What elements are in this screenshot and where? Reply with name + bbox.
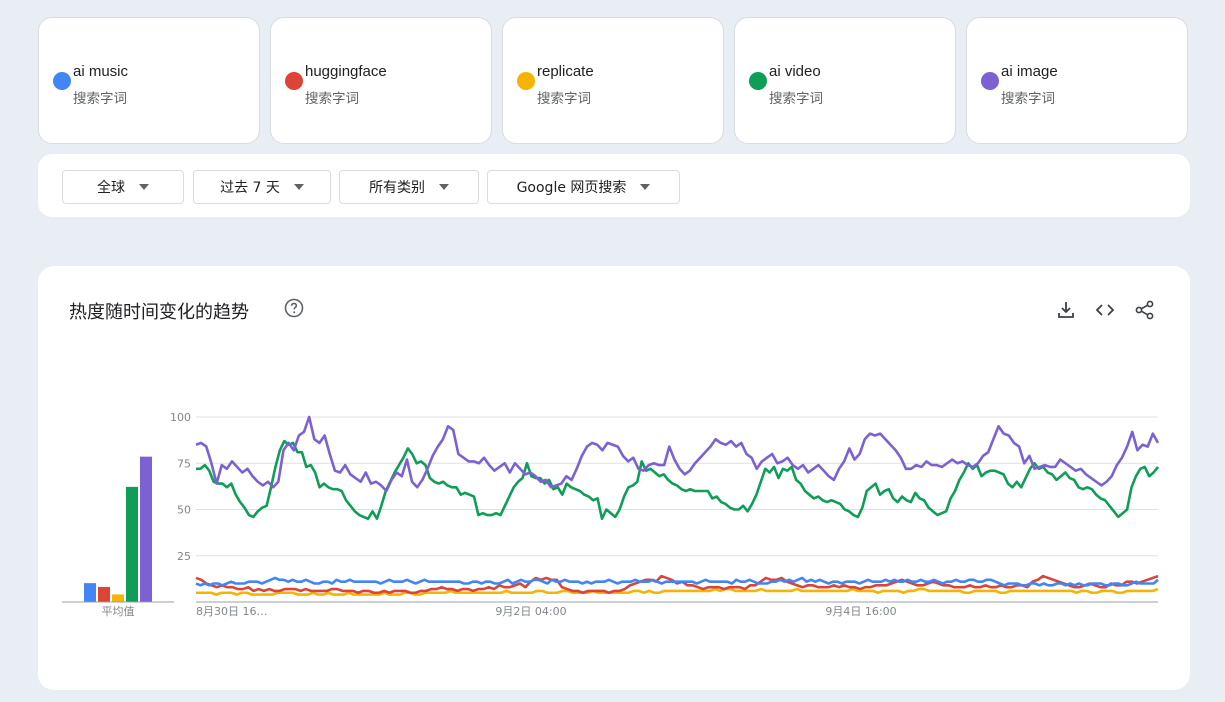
term-type-label: 搜索字词	[537, 91, 591, 107]
time-filter[interactable]: 过去 7 天	[193, 170, 331, 204]
caret-down-icon	[139, 184, 149, 190]
term-color-dot	[981, 72, 999, 90]
series-line-replicate	[196, 587, 1159, 596]
embed-code-icon[interactable]	[1094, 299, 1116, 321]
term-card[interactable]: ai image 搜索字词	[966, 17, 1188, 144]
series-line-ai-music	[195, 576, 1159, 587]
region-filter[interactable]: 全球	[62, 170, 184, 204]
term-name: replicate	[537, 63, 594, 80]
average-label: 平均值	[102, 605, 135, 618]
series-line-ai-video	[196, 439, 1160, 521]
help-circle-icon[interactable]	[284, 298, 304, 318]
share-icon[interactable]	[1134, 299, 1156, 321]
term-name: ai music	[73, 63, 129, 80]
caret-down-icon	[293, 184, 304, 190]
term-type-label: 搜索字词	[73, 91, 127, 107]
term-card[interactable]: huggingface 搜索字词	[270, 17, 492, 144]
term-card[interactable]: ai music 搜索字词	[38, 17, 260, 144]
time-filter-label: 过去 7 天	[220, 180, 280, 196]
caret-down-icon	[640, 184, 651, 190]
category-filter[interactable]: 所有类别	[339, 170, 479, 204]
term-color-dot	[517, 72, 535, 90]
term-color-dot	[53, 72, 71, 90]
term-card[interactable]: replicate 搜索字词	[502, 17, 724, 144]
term-card[interactable]: ai video 搜索字词	[734, 17, 956, 144]
y-tick-label: 100	[170, 411, 191, 424]
series-line-huggingface	[195, 574, 1159, 595]
average-bar-ai-video	[126, 486, 138, 602]
y-tick-label: 75	[177, 457, 191, 470]
term-type-label: 搜索字词	[769, 91, 823, 107]
search-type-filter[interactable]: Google 网页搜索	[487, 170, 680, 204]
term-type-label: 搜索字词	[1001, 91, 1055, 107]
average-bar-ai-image	[140, 456, 152, 602]
category-filter-label: 所有类别	[369, 180, 425, 196]
term-name: ai image	[1001, 63, 1058, 80]
term-name: huggingface	[305, 63, 387, 80]
term-color-dot	[749, 72, 767, 90]
x-tick-label: 9月2日 04:00	[495, 605, 566, 618]
term-color-dot	[285, 72, 303, 90]
y-tick-label: 25	[177, 550, 191, 563]
download-icon[interactable]	[1055, 299, 1077, 321]
term-name: ai video	[769, 63, 821, 80]
region-filter-label: 全球	[97, 180, 125, 196]
average-bar-huggingface	[98, 586, 110, 602]
search-type-filter-label: Google 网页搜索	[516, 180, 627, 196]
trend-chart: 100 75 50 25 8月30日 16… 9月2日 04:00 9月4日 16:00 平均…	[62, 411, 1160, 618]
trend-chart-card: 热度随时间变化的趋势 100 75 50 25 8月30日 16… 9月2日 04:00 9…	[38, 266, 1190, 690]
chart-title: 热度随时间变化的趋势	[69, 302, 249, 323]
caret-down-icon	[439, 184, 449, 190]
filter-bar: 全球 过去 7 天 所有类别 Google 网页搜索	[38, 154, 1190, 217]
x-tick-label: 8月30日 16…	[196, 605, 268, 618]
term-type-label: 搜索字词	[305, 91, 359, 107]
average-bar-ai-music	[84, 583, 96, 602]
y-tick-label: 50	[177, 504, 191, 517]
x-tick-label: 9月4日 16:00	[825, 605, 896, 618]
series-line-ai-image	[195, 415, 1160, 493]
average-bar-replicate	[112, 594, 124, 602]
